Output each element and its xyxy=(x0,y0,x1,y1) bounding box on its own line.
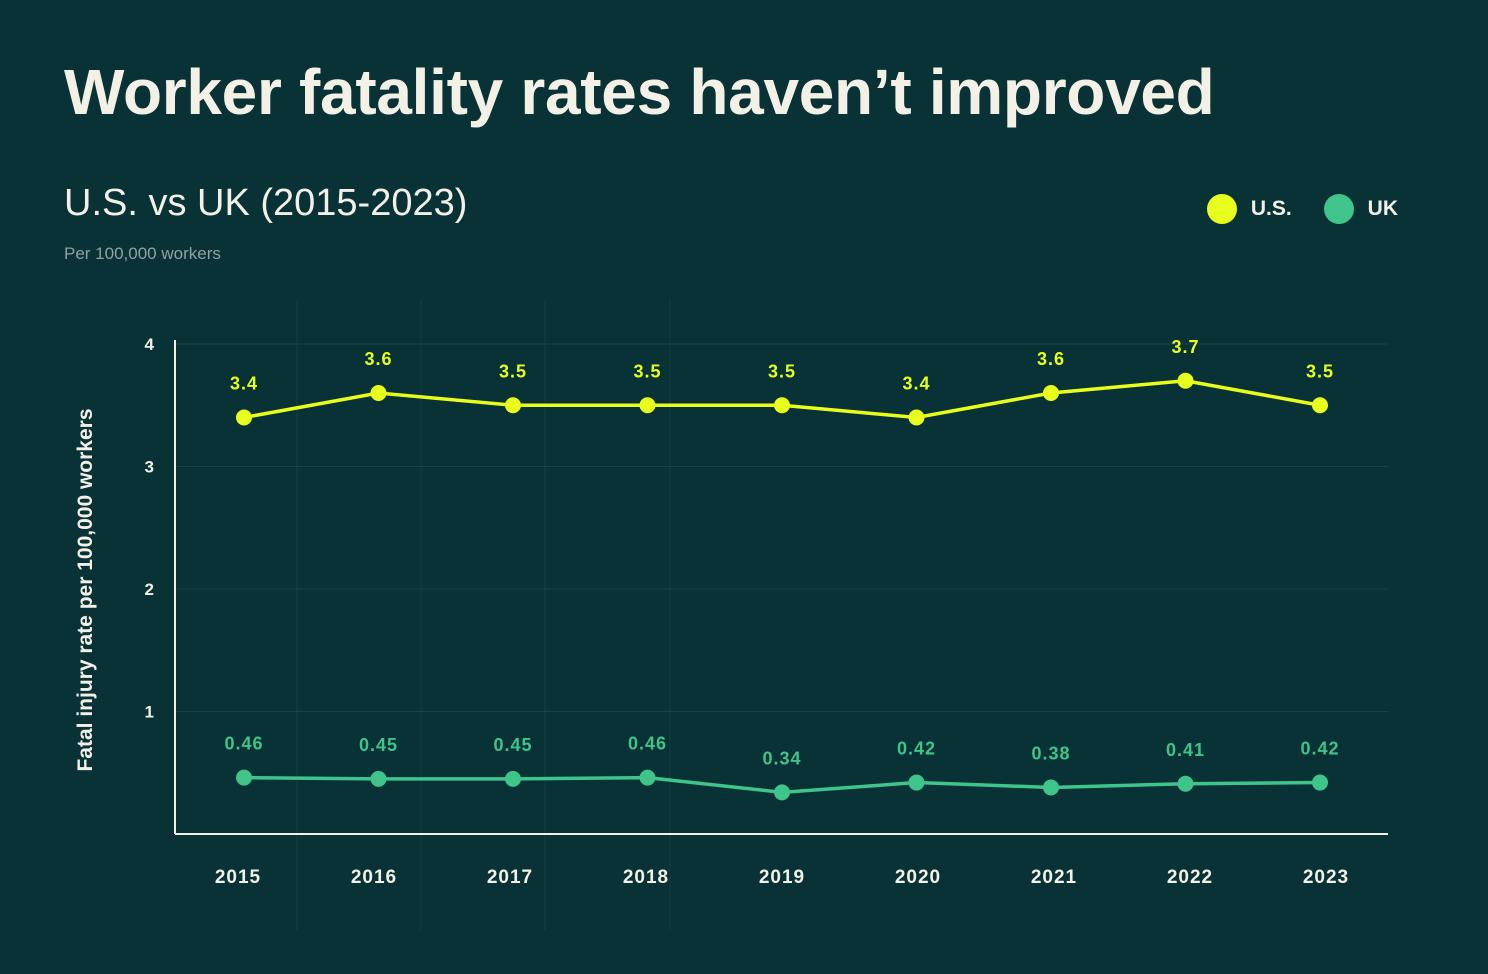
y-tick-label: 2 xyxy=(145,580,154,599)
y-tick-label: 4 xyxy=(145,335,155,354)
y-axis-title: Fatal injury rate per 100,000 workers xyxy=(74,408,97,771)
data-label: 3.6 xyxy=(364,349,392,369)
legend-label-uk: UK xyxy=(1367,197,1398,220)
data-point xyxy=(505,770,521,787)
data-label: 3.5 xyxy=(499,361,527,381)
legend-item-uk: UK xyxy=(1323,194,1398,224)
x-tick-label: 2019 xyxy=(759,867,805,888)
data-point xyxy=(639,397,656,414)
legend-label-us: U.S. xyxy=(1250,197,1292,220)
x-tick-label: 2023 xyxy=(1303,867,1349,888)
data-point xyxy=(908,409,925,426)
data-point xyxy=(236,769,252,786)
data-point xyxy=(1177,372,1194,389)
x-tick-label: 2015 xyxy=(215,867,261,888)
data-label: 3.7 xyxy=(1171,337,1199,357)
data-label: 0.42 xyxy=(897,739,936,759)
x-tick-label: 2021 xyxy=(1031,867,1077,888)
x-tick-label: 2017 xyxy=(487,867,533,888)
data-label: 3.5 xyxy=(633,361,661,381)
data-point xyxy=(370,770,387,787)
data-label: 3.4 xyxy=(230,374,258,394)
data-point xyxy=(1312,774,1328,791)
data-point xyxy=(774,784,790,801)
data-point xyxy=(1043,385,1059,401)
x-tick-label: 2018 xyxy=(623,867,669,888)
chart-subtitle: U.S. vs UK (2015-2023) xyxy=(64,182,468,224)
data-point xyxy=(1177,775,1194,792)
data-point xyxy=(639,769,656,786)
data-label: 0.46 xyxy=(224,734,263,754)
y-tick-label: 3 xyxy=(145,458,154,477)
data-point xyxy=(1312,397,1328,414)
chart-title: Worker fatality rates haven’t improved xyxy=(64,56,1215,128)
data-label: 0.41 xyxy=(1166,740,1205,760)
legend-swatch-uk xyxy=(1323,194,1354,224)
data-label: 3.4 xyxy=(902,374,930,394)
data-label: 0.38 xyxy=(1031,743,1070,763)
data-point xyxy=(505,397,521,414)
data-label: 0.34 xyxy=(762,748,801,768)
data-point xyxy=(236,409,252,426)
legend-swatch-us xyxy=(1206,194,1237,224)
data-label: 0.45 xyxy=(359,735,398,755)
data-label: 0.46 xyxy=(628,734,667,754)
data-label: 3.5 xyxy=(768,361,796,381)
data-point xyxy=(1043,779,1059,796)
x-tick-label: 2022 xyxy=(1167,867,1213,888)
data-point xyxy=(370,385,387,401)
data-label: 0.42 xyxy=(1300,739,1339,759)
data-label: 3.6 xyxy=(1037,349,1065,369)
legend: U.S. UK xyxy=(1189,194,1398,224)
data-label: 3.5 xyxy=(1306,361,1334,381)
data-label: 0.45 xyxy=(493,735,532,755)
y-tick-label: 1 xyxy=(145,703,154,722)
x-tick-label: 2020 xyxy=(895,867,941,888)
data-point xyxy=(908,774,925,791)
units-note: Per 100,000 workers xyxy=(64,244,221,263)
legend-item-us: U.S. xyxy=(1206,194,1292,224)
data-point xyxy=(774,397,790,414)
x-tick-label: 2016 xyxy=(351,867,397,888)
